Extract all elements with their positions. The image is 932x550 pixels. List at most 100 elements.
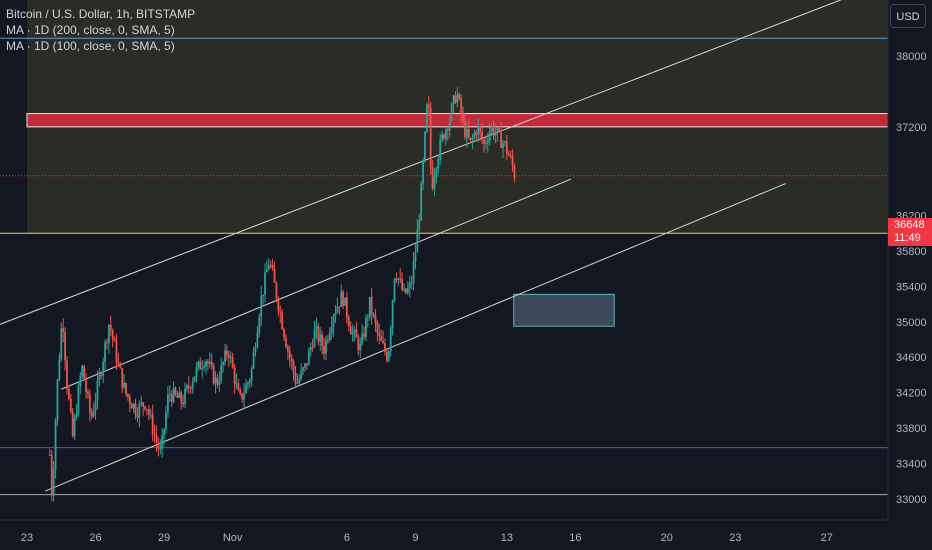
candle-body-71 bbox=[184, 388, 186, 405]
candle-body-74 bbox=[189, 387, 192, 389]
candle-body-169 bbox=[370, 296, 373, 315]
candle-body-42 bbox=[128, 397, 131, 405]
supply-zone-1 bbox=[26, 113, 889, 128]
candle-body-240 bbox=[505, 141, 508, 154]
candle-body-107 bbox=[252, 351, 255, 368]
ma200-label[interactable]: MA · 1D (200, close, 0, SMA, 5) bbox=[6, 23, 175, 37]
candle-body-65 bbox=[172, 388, 175, 402]
candle-body-178 bbox=[387, 351, 390, 361]
candle-body-31 bbox=[107, 324, 110, 343]
candle-body-35 bbox=[115, 341, 118, 363]
candle-body-97 bbox=[233, 367, 236, 385]
candle-body-88 bbox=[216, 377, 219, 386]
candle-body-148 bbox=[330, 326, 333, 333]
candle-body-1 bbox=[50, 454, 53, 496]
candle-body-55 bbox=[153, 434, 156, 436]
candle-body-234 bbox=[494, 133, 497, 136]
y-tick-label-10: 38000 bbox=[896, 51, 927, 63]
candle-body-244 bbox=[513, 166, 516, 179]
candle-body-18 bbox=[83, 365, 86, 381]
bar-countdown: 11:49 bbox=[894, 232, 921, 244]
candle-body-140 bbox=[315, 326, 318, 329]
candle-body-57 bbox=[157, 442, 160, 449]
candle-body-164 bbox=[361, 333, 364, 344]
candle-body-134 bbox=[304, 363, 306, 368]
candle-body-220 bbox=[467, 128, 470, 138]
candle-body-84 bbox=[208, 361, 211, 364]
candle-body-216 bbox=[460, 98, 463, 115]
candle-body-167 bbox=[366, 317, 369, 319]
candle-body-191 bbox=[412, 261, 415, 283]
candle-body-96 bbox=[231, 356, 234, 368]
candle-body-199 bbox=[427, 104, 430, 108]
candle-body-129 bbox=[294, 372, 297, 384]
candle-body-202 bbox=[433, 177, 436, 189]
candle-body-110 bbox=[258, 316, 261, 333]
candle-body-224 bbox=[475, 132, 478, 135]
symbol-title[interactable]: Bitcoin / U.S. Dollar, 1h, BITSTAMP bbox=[6, 7, 196, 21]
candle-body-204 bbox=[437, 159, 440, 169]
candle-body-190 bbox=[410, 282, 413, 284]
candle-body-158 bbox=[349, 326, 352, 335]
candle-body-174 bbox=[380, 336, 383, 341]
candle-body-197 bbox=[424, 132, 426, 161]
candle-body-38 bbox=[121, 368, 124, 388]
candle-body-150 bbox=[334, 312, 337, 317]
candle-body-192 bbox=[414, 252, 417, 262]
candle-body-95 bbox=[229, 356, 232, 358]
currency-button[interactable]: USD bbox=[890, 4, 926, 28]
candle-body-211 bbox=[450, 104, 453, 121]
y-tick-label-3: 34200 bbox=[896, 388, 927, 400]
channel-line-2 bbox=[45, 183, 786, 492]
candle-body-239 bbox=[504, 141, 506, 144]
candle-body-156 bbox=[346, 297, 348, 318]
candle-body-11 bbox=[69, 398, 72, 412]
candle-body-218 bbox=[464, 120, 466, 138]
candle-body-60 bbox=[163, 429, 165, 436]
candle-body-22 bbox=[90, 412, 93, 417]
last-price-tag: 36648 11:49 bbox=[888, 218, 932, 246]
candle-body-7 bbox=[62, 327, 65, 332]
candle-body-146 bbox=[326, 339, 329, 341]
candle-body-159 bbox=[351, 331, 354, 335]
x-tick-label-7: 16 bbox=[569, 532, 581, 544]
x-tick-label-9: 23 bbox=[729, 532, 741, 544]
y-tick-label-2: 33800 bbox=[896, 423, 927, 435]
candle-body-136 bbox=[307, 350, 310, 366]
candle-body-105 bbox=[248, 380, 251, 383]
candle-body-137 bbox=[309, 346, 312, 351]
candle-body-219 bbox=[465, 128, 468, 138]
candle-body-3 bbox=[54, 420, 57, 471]
y-tick-label-1: 33400 bbox=[896, 459, 927, 471]
candle-body-115 bbox=[267, 264, 270, 270]
candle-body-112 bbox=[262, 294, 265, 296]
candle-body-93 bbox=[226, 350, 228, 355]
ma100-label[interactable]: MA · 1D (100, close, 0, SMA, 5) bbox=[6, 39, 175, 53]
x-tick-label-10: 27 bbox=[821, 532, 833, 544]
y-tick-label-9: 37200 bbox=[896, 122, 927, 134]
candle-body-117 bbox=[271, 265, 274, 270]
candle-body-48 bbox=[140, 402, 143, 405]
candle-body-227 bbox=[481, 131, 483, 140]
candle-body-173 bbox=[378, 332, 381, 337]
candle-body-209 bbox=[446, 129, 449, 131]
candle-body-114 bbox=[266, 269, 268, 273]
candle-body-20 bbox=[87, 391, 89, 395]
candle-body-133 bbox=[302, 367, 305, 371]
candle-body-143 bbox=[321, 334, 324, 347]
candle-body-82 bbox=[205, 361, 207, 367]
candle-body-145 bbox=[325, 339, 327, 354]
candle-body-91 bbox=[222, 362, 225, 366]
candle-body-236 bbox=[498, 128, 501, 131]
zone-range-3 bbox=[27, 126, 888, 234]
candle-body-149 bbox=[332, 316, 335, 327]
candle-body-162 bbox=[357, 337, 360, 350]
candle-body-32 bbox=[109, 324, 112, 330]
candle-body-193 bbox=[416, 229, 419, 253]
candle-body-108 bbox=[254, 347, 257, 352]
candle-body-63 bbox=[168, 394, 171, 396]
channel-line-1 bbox=[61, 178, 572, 390]
candle-body-153 bbox=[340, 291, 343, 307]
candle-body-132 bbox=[300, 370, 303, 379]
